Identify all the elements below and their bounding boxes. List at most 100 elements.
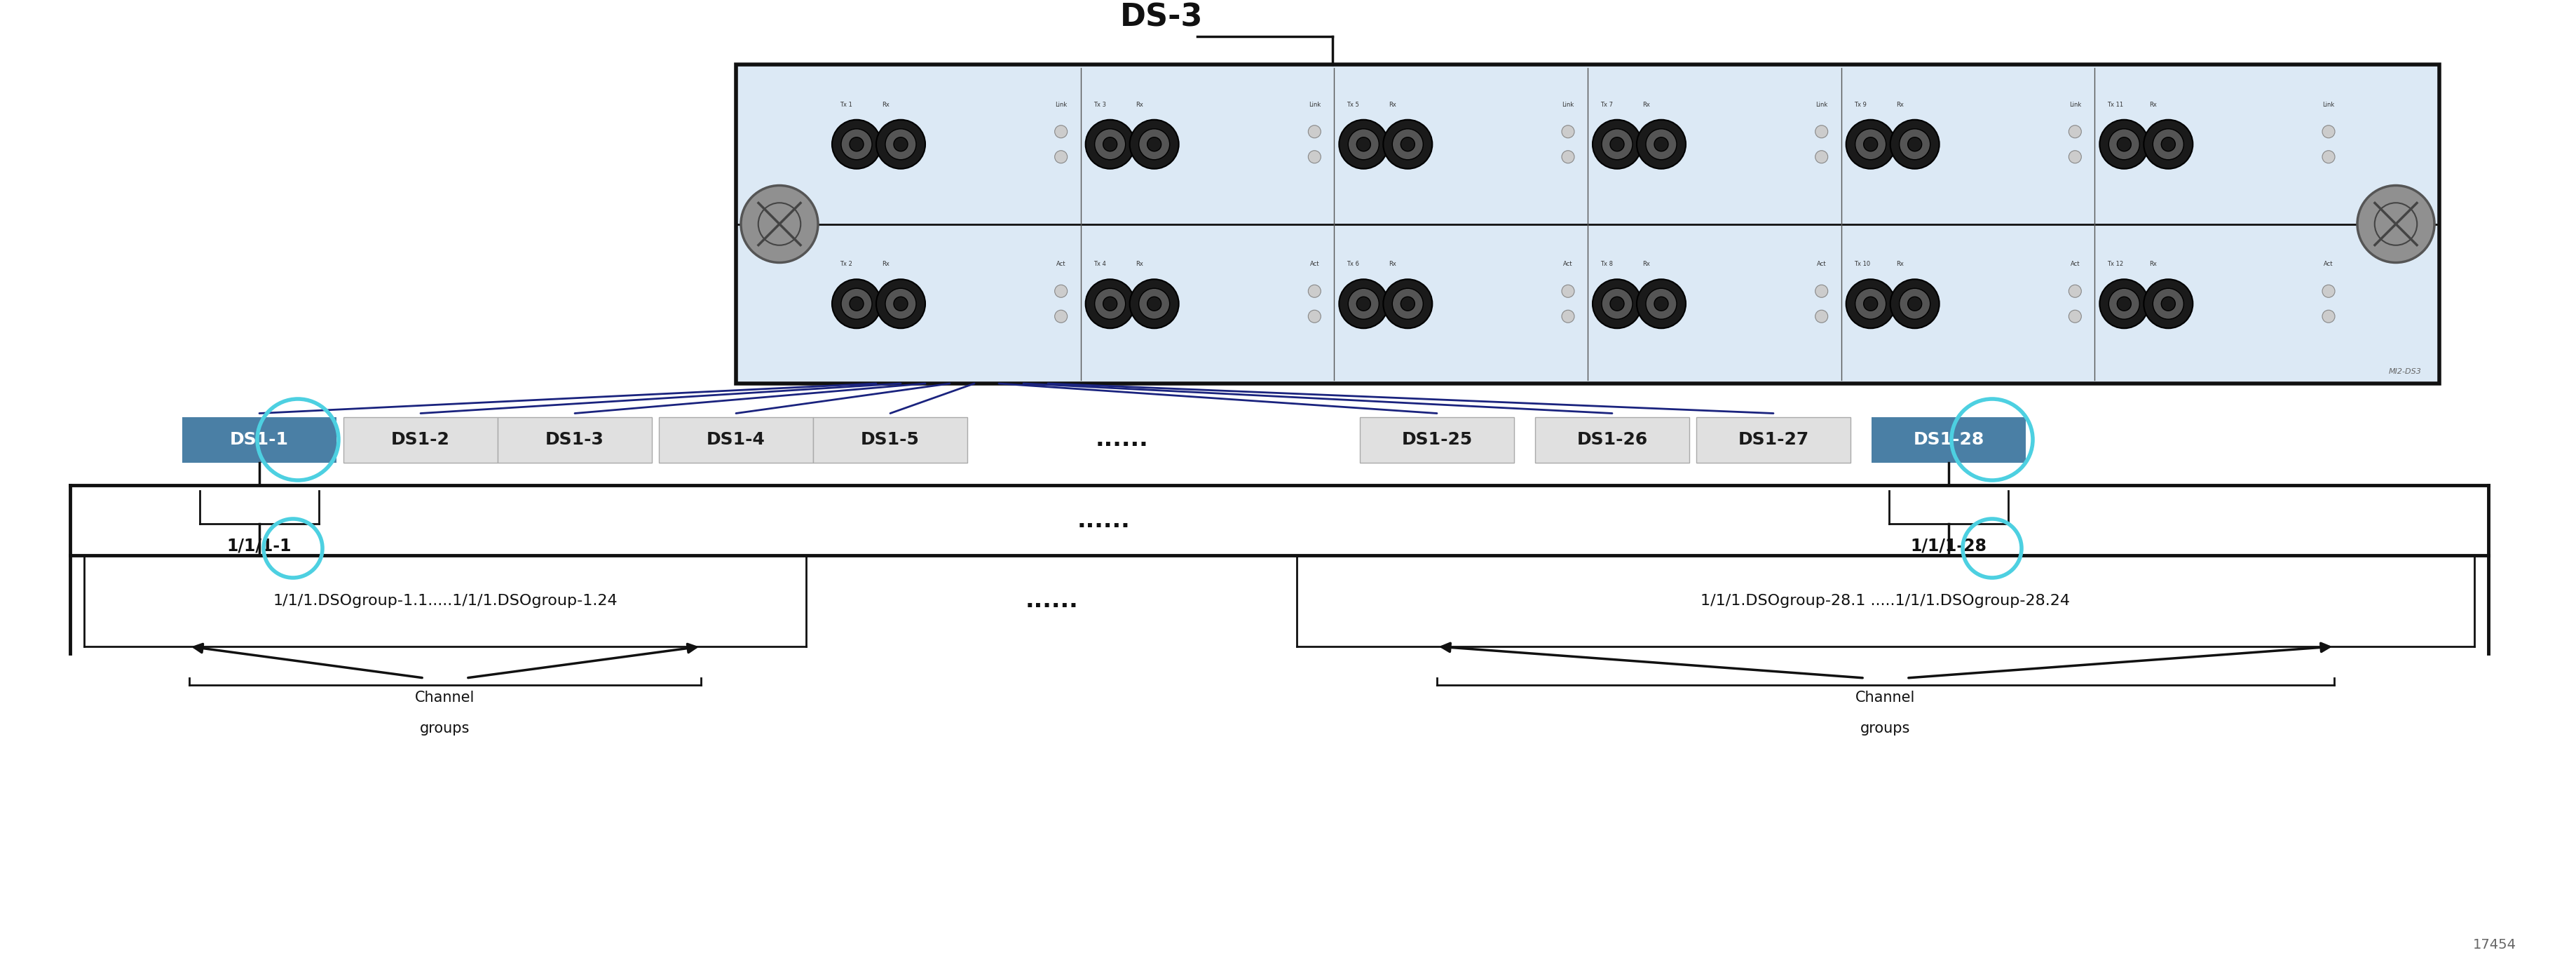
Circle shape xyxy=(1636,120,1685,169)
Text: Rx: Rx xyxy=(1136,102,1144,108)
Circle shape xyxy=(1610,297,1623,311)
Text: DS1-28: DS1-28 xyxy=(1914,431,1984,448)
Text: Tx 1: Tx 1 xyxy=(840,102,853,108)
Bar xyxy=(737,65,2439,384)
Circle shape xyxy=(2069,285,2081,297)
Circle shape xyxy=(876,120,925,169)
FancyBboxPatch shape xyxy=(814,417,969,462)
Circle shape xyxy=(1855,129,1886,160)
Text: Rx: Rx xyxy=(881,261,889,267)
Text: Rx: Rx xyxy=(1896,261,1904,267)
Text: ......: ...... xyxy=(1077,509,1131,532)
Circle shape xyxy=(850,297,863,311)
Circle shape xyxy=(1084,279,1133,328)
Circle shape xyxy=(832,120,881,169)
Text: Channel: Channel xyxy=(1855,691,1917,704)
Circle shape xyxy=(1139,129,1170,160)
Circle shape xyxy=(2161,297,2174,311)
Circle shape xyxy=(2110,289,2141,319)
Text: Tx 4: Tx 4 xyxy=(1092,261,1105,267)
Text: Rx: Rx xyxy=(1643,261,1651,267)
Circle shape xyxy=(1309,285,1321,297)
Text: MI2-DS3: MI2-DS3 xyxy=(2388,368,2421,375)
Text: 17454: 17454 xyxy=(2473,938,2517,952)
Circle shape xyxy=(1095,129,1126,160)
Circle shape xyxy=(1383,279,1432,328)
Text: DS1-5: DS1-5 xyxy=(860,431,920,448)
Text: DS1-1: DS1-1 xyxy=(229,431,289,448)
Text: Channel: Channel xyxy=(415,691,474,704)
Circle shape xyxy=(2117,297,2130,311)
Circle shape xyxy=(1646,129,1677,160)
Circle shape xyxy=(2110,129,2141,160)
Circle shape xyxy=(1561,150,1574,163)
FancyBboxPatch shape xyxy=(497,417,652,462)
Circle shape xyxy=(1054,310,1066,323)
Circle shape xyxy=(1340,279,1388,328)
Circle shape xyxy=(1899,129,1929,160)
FancyBboxPatch shape xyxy=(183,417,337,462)
Text: ......: ...... xyxy=(1025,589,1077,612)
Text: 1/1/1.DSOgroup-28.1 .....1/1/1.DSOgroup-28.24: 1/1/1.DSOgroup-28.1 .....1/1/1.DSOgroup-… xyxy=(1700,594,2071,608)
Circle shape xyxy=(1054,285,1066,297)
Circle shape xyxy=(1340,120,1388,169)
Circle shape xyxy=(2069,150,2081,163)
Circle shape xyxy=(1816,150,1829,163)
Text: Rx: Rx xyxy=(2148,261,2156,267)
Text: 1/1/1-1: 1/1/1-1 xyxy=(227,538,291,554)
Circle shape xyxy=(2321,125,2334,138)
Text: Act: Act xyxy=(1564,261,1574,267)
FancyBboxPatch shape xyxy=(1535,417,1690,462)
Text: groups: groups xyxy=(420,722,469,735)
FancyBboxPatch shape xyxy=(1698,417,1850,462)
Text: Link: Link xyxy=(2069,102,2081,108)
Circle shape xyxy=(2143,279,2192,328)
Text: Link: Link xyxy=(1056,102,1066,108)
Text: DS1-3: DS1-3 xyxy=(546,431,605,448)
Text: Tx 8: Tx 8 xyxy=(1600,261,1613,267)
Circle shape xyxy=(1602,289,1633,319)
FancyBboxPatch shape xyxy=(1360,417,1515,462)
Circle shape xyxy=(1855,289,1886,319)
Text: DS-3: DS-3 xyxy=(1121,3,1203,33)
Text: Link: Link xyxy=(1309,102,1321,108)
Text: 1/1/1.DSOgroup-1.1.....1/1/1.DSOgroup-1.24: 1/1/1.DSOgroup-1.1.....1/1/1.DSOgroup-1.… xyxy=(273,594,618,608)
Circle shape xyxy=(2321,285,2334,297)
Text: Rx: Rx xyxy=(1643,102,1651,108)
Circle shape xyxy=(1592,120,1641,169)
Circle shape xyxy=(1592,279,1641,328)
Circle shape xyxy=(1139,289,1170,319)
Text: Tx 3: Tx 3 xyxy=(1092,102,1105,108)
Circle shape xyxy=(1054,150,1066,163)
Circle shape xyxy=(1103,138,1118,151)
Text: Tx 7: Tx 7 xyxy=(1600,102,1613,108)
Circle shape xyxy=(1561,125,1574,138)
Text: Tx 2: Tx 2 xyxy=(840,261,853,267)
Text: Link: Link xyxy=(1561,102,1574,108)
Circle shape xyxy=(1401,297,1414,311)
Circle shape xyxy=(894,138,907,151)
Text: Rx: Rx xyxy=(1388,261,1396,267)
Text: Link: Link xyxy=(2324,102,2334,108)
Circle shape xyxy=(2069,125,2081,138)
Circle shape xyxy=(742,185,819,263)
Circle shape xyxy=(1816,285,1829,297)
Circle shape xyxy=(1891,120,1940,169)
Circle shape xyxy=(1654,297,1669,311)
Text: Act: Act xyxy=(1309,261,1319,267)
Circle shape xyxy=(1899,289,1929,319)
Circle shape xyxy=(2321,310,2334,323)
Circle shape xyxy=(1146,138,1162,151)
Circle shape xyxy=(1358,297,1370,311)
Text: DS1-4: DS1-4 xyxy=(706,431,765,448)
Circle shape xyxy=(1347,289,1378,319)
Circle shape xyxy=(1103,297,1118,311)
Circle shape xyxy=(2154,129,2184,160)
Text: DS1-27: DS1-27 xyxy=(1739,431,1808,448)
Text: DS1-26: DS1-26 xyxy=(1577,431,1649,448)
Circle shape xyxy=(1347,129,1378,160)
Circle shape xyxy=(1862,297,1878,311)
Text: ......: ...... xyxy=(1095,428,1149,452)
Circle shape xyxy=(2154,289,2184,319)
Circle shape xyxy=(1084,120,1133,169)
